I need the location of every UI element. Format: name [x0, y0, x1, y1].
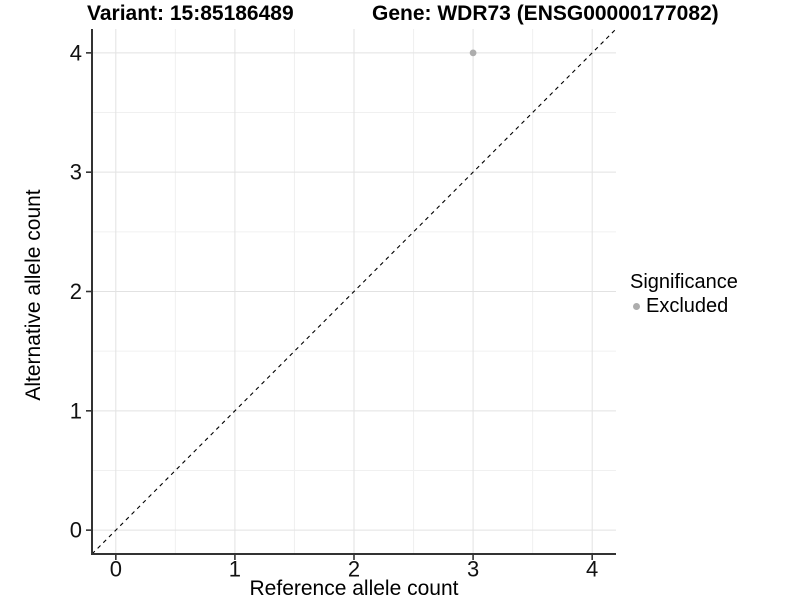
y-tick-label: 3	[70, 160, 82, 185]
y-tick-label: 0	[70, 518, 82, 543]
legend-item-excluded: Excluded	[630, 295, 738, 317]
x-tick-label: 2	[348, 557, 360, 582]
legend-point-icon	[633, 302, 640, 310]
y-tick-label: 2	[70, 279, 82, 304]
plot-title-gene: Gene: WDR73 (ENSG00000177082)	[372, 2, 719, 25]
x-tick-label: 1	[229, 557, 241, 582]
legend-title: Significance	[630, 271, 738, 293]
y-tick-label: 1	[70, 398, 82, 423]
plot-title-variant: Variant: 15:85186489	[87, 2, 294, 25]
x-tick-label: 4	[586, 557, 598, 582]
legend: Significance Excluded	[630, 271, 738, 317]
x-tick-label: 3	[467, 557, 479, 582]
legend-item-label: Excluded	[646, 295, 729, 317]
y-axis-label: Alternative allele count	[22, 189, 45, 401]
x-tick-label: 0	[110, 557, 122, 582]
data-point	[469, 49, 477, 57]
x-axis-label: Reference allele count	[249, 577, 459, 600]
y-tick-label: 4	[70, 40, 82, 65]
identity-line	[91, 28, 617, 555]
